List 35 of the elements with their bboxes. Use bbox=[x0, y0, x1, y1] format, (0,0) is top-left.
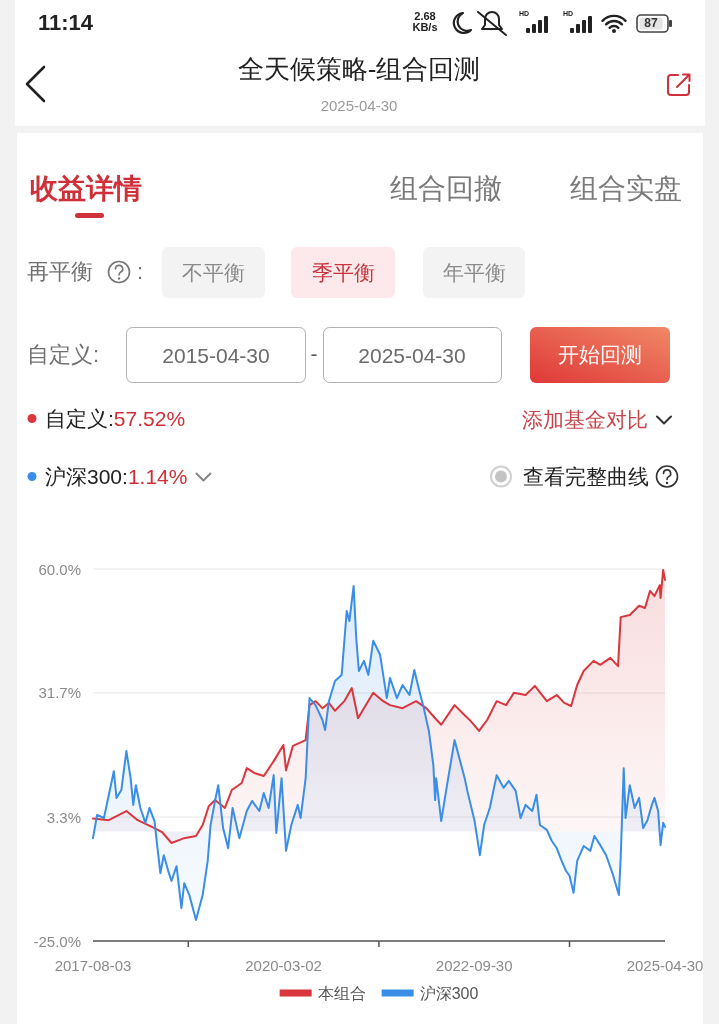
x-tick-label: 2017-08-03 bbox=[54, 957, 132, 974]
chart-subtitle: 2025-04-30 bbox=[358, 344, 466, 367]
x-tick-label: 2025-04-30 bbox=[626, 957, 704, 974]
text: 1.14% bbox=[127, 465, 188, 488]
text: 57.52% bbox=[113, 407, 186, 430]
text: 87 bbox=[644, 16, 658, 30]
text: 年平衡 bbox=[442, 261, 506, 284]
y-tick-label: 31.7% bbox=[38, 684, 81, 702]
text: 不平衡 bbox=[181, 261, 245, 284]
text: 组合回撤 bbox=[390, 173, 502, 204]
text: 11:14 bbox=[38, 10, 94, 35]
legend-label: 沪深300 bbox=[419, 984, 479, 1002]
legend-label: 本组合 bbox=[317, 984, 366, 1002]
text: 自定义: bbox=[45, 407, 114, 430]
chart-title: 全天候策略-组合回测 bbox=[237, 54, 481, 84]
text: 添加基金对比 bbox=[522, 408, 648, 431]
x-tick-label: 2020-03-02 bbox=[245, 957, 322, 974]
y-tick-label: -25.0% bbox=[33, 932, 81, 950]
y-tick-label: 3.3% bbox=[46, 808, 81, 826]
text: 2.68 bbox=[414, 10, 436, 22]
text: 2025-04-30 bbox=[320, 97, 398, 114]
text: 收益详情 bbox=[30, 173, 142, 204]
text: 沪深300: bbox=[45, 465, 128, 488]
text: 查看完整曲线 bbox=[523, 465, 649, 488]
text: 季平衡 bbox=[311, 261, 375, 284]
text: 再平衡 bbox=[27, 259, 93, 284]
text: 自定义: bbox=[27, 342, 100, 367]
text: 2015-04-30 bbox=[162, 344, 270, 367]
text: : bbox=[137, 259, 144, 284]
x-tick-label: 2022-09-30 bbox=[435, 957, 513, 974]
text: - bbox=[310, 342, 318, 365]
text: KB/s bbox=[412, 21, 438, 33]
text: 开始回测 bbox=[558, 343, 642, 366]
y-tick-label: 60.0% bbox=[38, 560, 81, 578]
text: 组合实盘 bbox=[570, 173, 682, 204]
